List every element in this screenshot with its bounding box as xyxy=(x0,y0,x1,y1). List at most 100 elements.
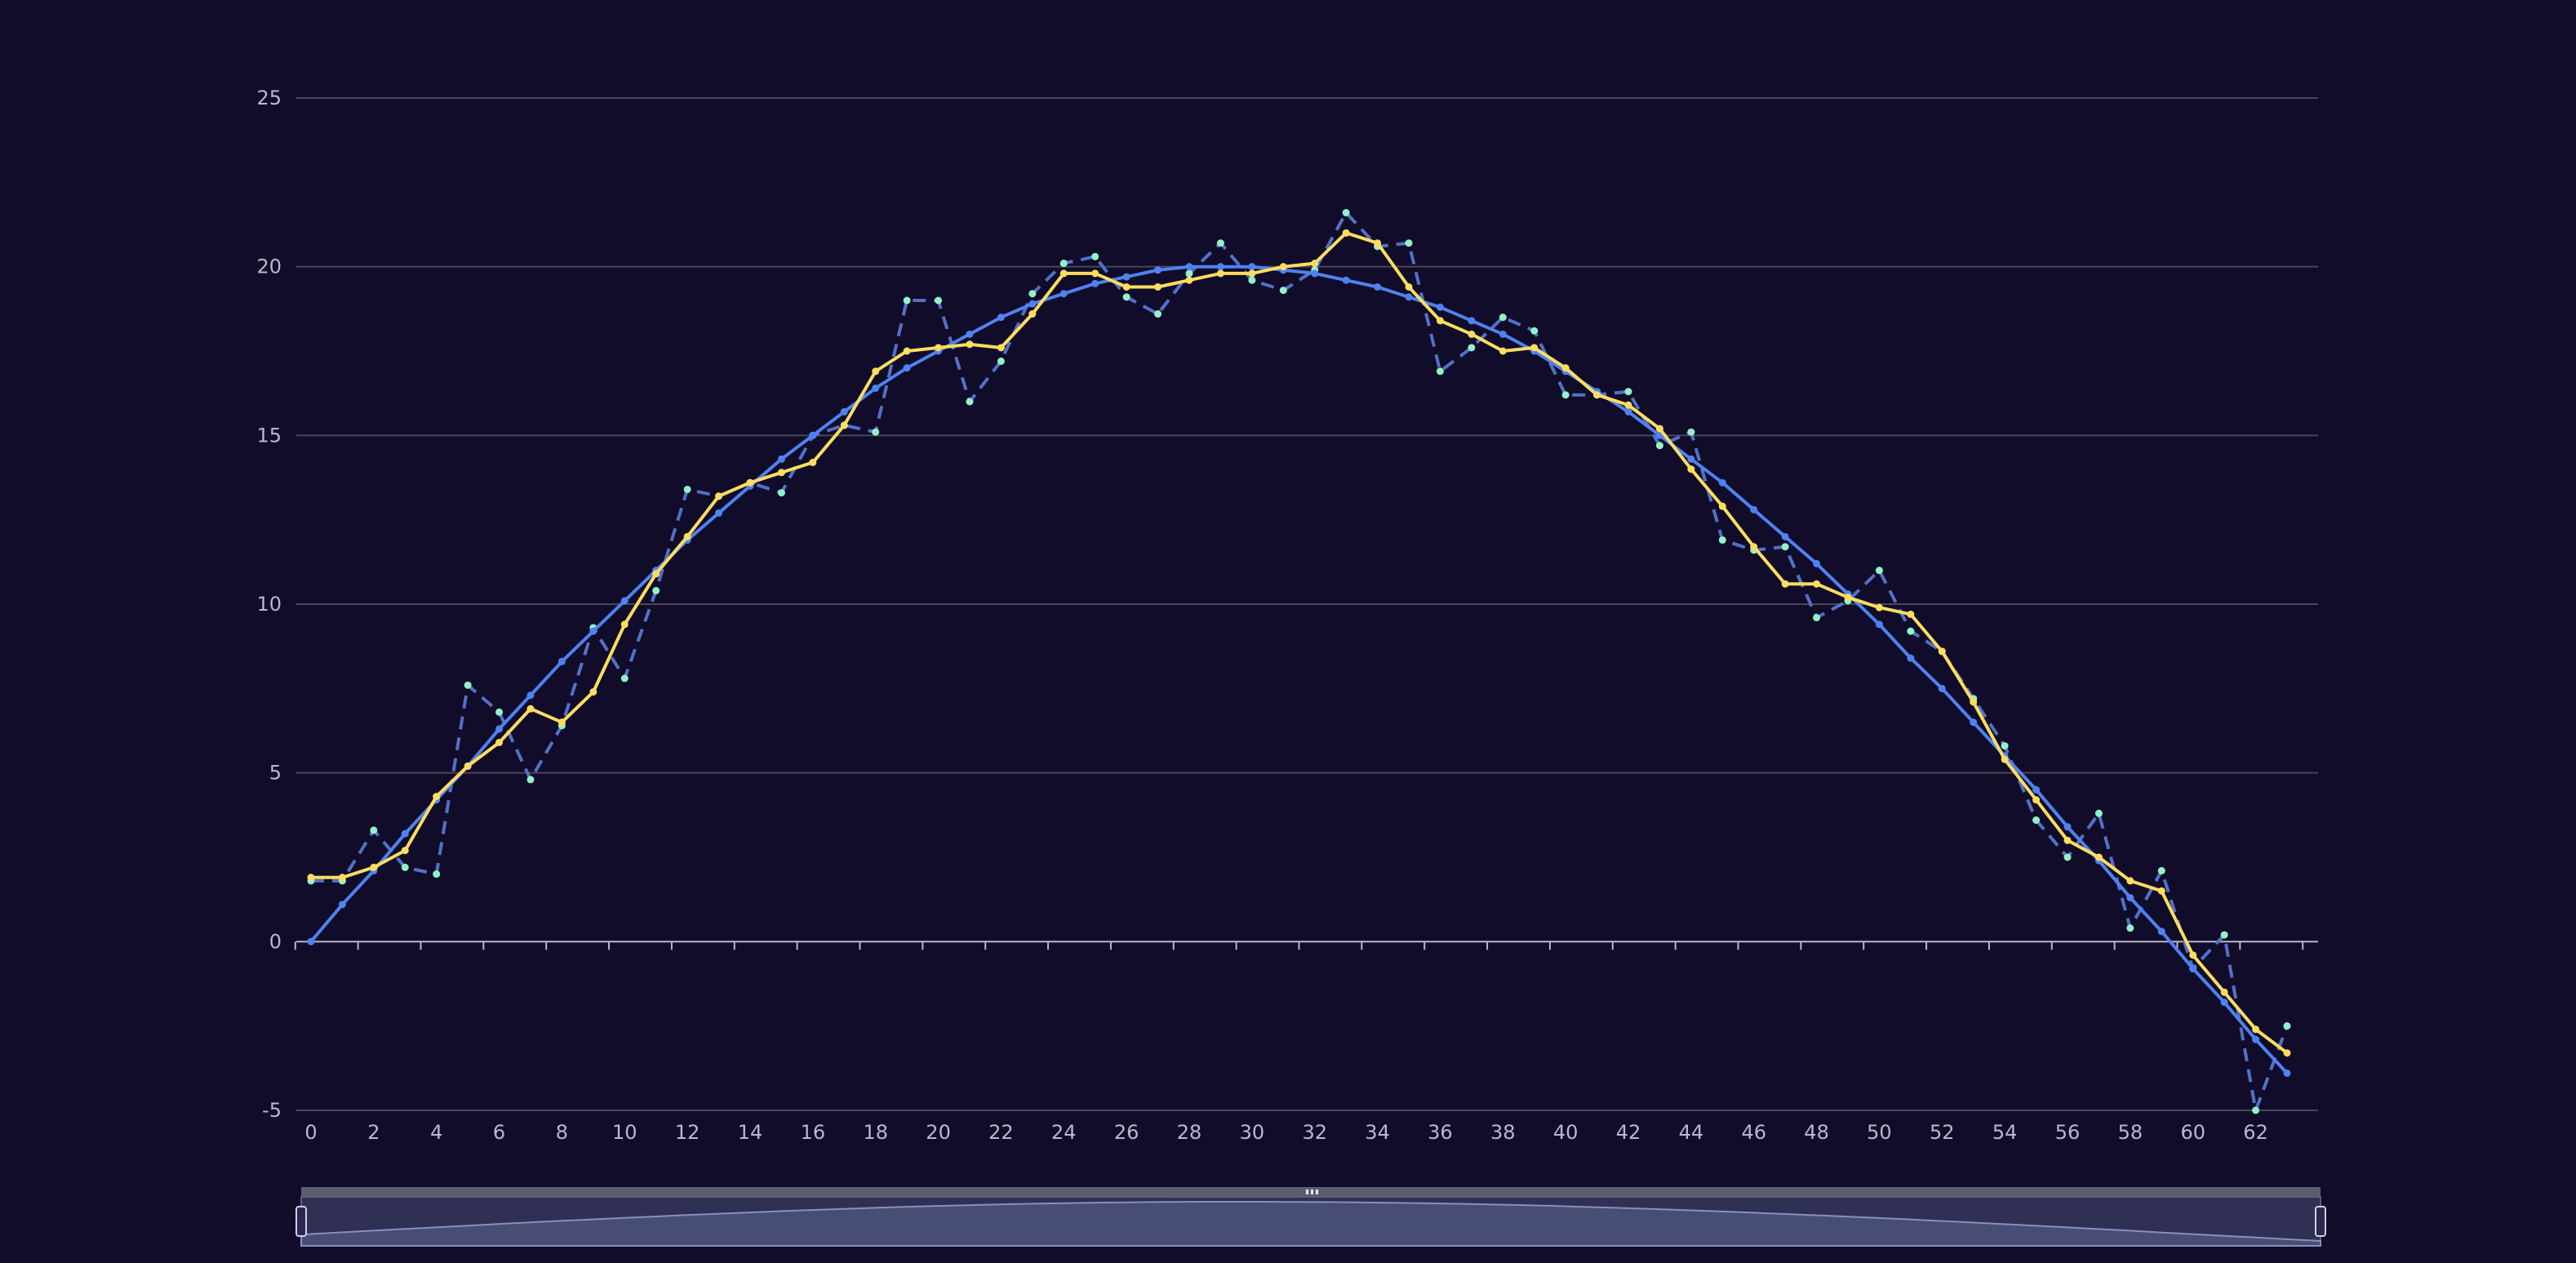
series-point-2 xyxy=(557,718,566,727)
series-point-1 xyxy=(903,364,911,372)
series-point-2 xyxy=(1028,310,1037,318)
series-point-2 xyxy=(2189,951,2197,959)
x-tick-label: 12 xyxy=(675,1121,700,1144)
series-point-2 xyxy=(2157,887,2165,895)
series-point-0 xyxy=(777,489,785,497)
x-tick-label: 22 xyxy=(988,1121,1014,1144)
x-tick-label: 56 xyxy=(2055,1121,2081,1144)
series-point-0 xyxy=(872,428,880,436)
series-point-0 xyxy=(1279,287,1287,295)
series-point-1 xyxy=(1499,330,1507,338)
y-tick-label: 20 xyxy=(256,256,282,278)
series-point-1 xyxy=(1624,407,1632,416)
series-point-0 xyxy=(2126,924,2134,932)
zoom-handle-right[interactable] xyxy=(2315,1206,2326,1237)
series-point-1 xyxy=(2252,1035,2260,1043)
series-point-2 xyxy=(1091,269,1099,278)
series-point-0 xyxy=(997,357,1005,365)
series-point-0 xyxy=(2032,816,2041,825)
series-point-1 xyxy=(1311,269,1319,278)
series-point-1 xyxy=(872,384,880,392)
series-point-1 xyxy=(1091,279,1099,287)
series-point-2 xyxy=(1405,282,1413,291)
series-point-2 xyxy=(1122,282,1130,291)
series-point-1 xyxy=(1059,290,1068,298)
series-point-1 xyxy=(1907,654,1915,662)
series-point-0 xyxy=(2283,1022,2291,1030)
series-point-1 xyxy=(401,829,409,838)
series-point-0 xyxy=(2001,742,2009,750)
series-point-2 xyxy=(1844,594,1852,602)
series-point-2 xyxy=(589,687,597,696)
series-point-1 xyxy=(2283,1070,2291,1078)
series-point-1 xyxy=(1185,263,1193,271)
x-tick-label: 30 xyxy=(1240,1121,1265,1144)
y-tick-label: 25 xyxy=(256,87,282,109)
series-point-0 xyxy=(1216,239,1224,247)
x-tick-label: 2 xyxy=(367,1121,380,1144)
series-point-0 xyxy=(1655,442,1663,450)
series-point-1 xyxy=(526,692,535,700)
series-point-0 xyxy=(1907,627,1915,635)
series-point-1 xyxy=(777,455,785,463)
x-tick-label: 18 xyxy=(863,1121,888,1144)
x-tick-label: 50 xyxy=(1867,1121,1892,1144)
series-point-1 xyxy=(809,431,817,439)
series-point-0 xyxy=(2094,809,2103,817)
series-point-2 xyxy=(809,458,817,466)
data-zoom-slider[interactable] xyxy=(295,1187,2326,1247)
series-point-0 xyxy=(1875,567,1883,575)
x-tick-label: 16 xyxy=(801,1121,826,1144)
series-point-2 xyxy=(1813,580,1821,588)
series-point-1 xyxy=(2220,998,2228,1007)
series-point-1 xyxy=(840,407,848,416)
series-point-2 xyxy=(1216,269,1224,278)
series-point-1 xyxy=(966,330,974,338)
zoom-grip-icon xyxy=(1311,1190,1313,1194)
series-point-1 xyxy=(557,657,566,665)
x-tick-label: 46 xyxy=(1741,1121,1766,1144)
x-tick-label: 60 xyxy=(2180,1121,2205,1144)
y-tick-label: 15 xyxy=(256,424,282,447)
series-point-2 xyxy=(1436,317,1444,325)
series-point-0 xyxy=(1248,276,1256,284)
x-tick-label: 38 xyxy=(1490,1121,1516,1144)
series-point-1 xyxy=(1248,263,1256,271)
series-point-2 xyxy=(2220,988,2228,996)
series-point-0 xyxy=(1185,269,1193,278)
series-point-2 xyxy=(1938,647,1946,656)
series-point-2 xyxy=(1468,330,1476,338)
series-point-1 xyxy=(620,597,628,605)
x-tick-label: 8 xyxy=(556,1121,568,1144)
series-point-2 xyxy=(2094,853,2103,861)
x-tick-label: 58 xyxy=(2118,1121,2143,1144)
series-point-2 xyxy=(935,344,943,352)
series-point-0 xyxy=(966,398,974,406)
series-point-2 xyxy=(2252,1025,2260,1034)
x-tick-label: 34 xyxy=(1365,1121,1390,1144)
series-point-2 xyxy=(433,793,441,801)
series-point-2 xyxy=(1624,401,1632,409)
series-point-0 xyxy=(1781,543,1789,551)
series-point-2 xyxy=(401,847,409,855)
series-point-1 xyxy=(1813,559,1821,567)
series-point-0 xyxy=(495,708,504,716)
x-tick-label: 42 xyxy=(1616,1121,1641,1144)
series-point-0 xyxy=(1687,428,1695,436)
x-tick-label: 14 xyxy=(738,1121,763,1144)
series-point-2 xyxy=(1970,698,1978,706)
series-point-2 xyxy=(1907,610,1915,618)
series-point-2 xyxy=(495,738,504,746)
series-point-2 xyxy=(1059,269,1068,278)
series-point-2 xyxy=(1561,364,1570,372)
series-point-1 xyxy=(1122,273,1130,281)
series-point-2 xyxy=(1248,269,1256,278)
series-point-1 xyxy=(715,509,723,517)
series-point-1 xyxy=(1374,282,1382,291)
series-point-2 xyxy=(464,762,472,770)
series-point-0 xyxy=(370,826,378,834)
x-tick-label: 40 xyxy=(1553,1121,1579,1144)
zoom-selected-window xyxy=(301,1197,2321,1246)
x-tick-label: 0 xyxy=(304,1121,317,1144)
zoom-handle-left[interactable] xyxy=(295,1206,307,1237)
